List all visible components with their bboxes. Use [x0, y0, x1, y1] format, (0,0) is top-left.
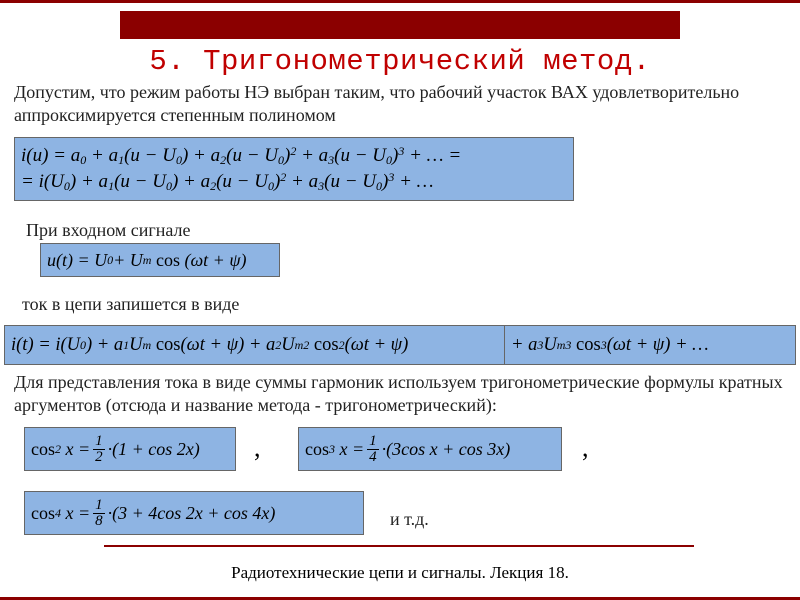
separator-comma: , [582, 433, 589, 463]
formula-polynomial: i(u) = a0 + a1(u − U0) + a2(u − U0)2 + a… [14, 137, 574, 201]
formula-cos4: cos4 x = 18 · (3 + 4cos 2x + cos 4x) [24, 491, 364, 535]
separator-comma: , [254, 433, 261, 463]
decorative-rule-bottom [104, 545, 694, 547]
decorative-band-top [120, 11, 680, 39]
formula-current-part2: + a3Um3 cos3(ωt + ψ) + … [504, 325, 796, 365]
slide: 5. Тригонометрический метод. Допустим, ч… [0, 0, 800, 600]
formula-current-part1: i(t) = i(U0) + a1Um cos(ωt + ψ) + a2Um2 … [4, 325, 504, 365]
footer-text: Радиотехнические цепи и сигналы. Лекция … [0, 563, 800, 583]
formula-polynomial-line1: i(u) = a0 + a1(u − U0) + a2(u − U0)2 + a… [21, 143, 461, 169]
current-label: ток в цепи запишется в виде [22, 293, 786, 316]
formula-cos2: cos2 x = 12 · (1 + cos 2x) [24, 427, 236, 471]
signal-label: При входном сигнале [26, 219, 786, 242]
formula-polynomial-line2: = i(U0) + a1(u − U0) + a2(u − U0)2 + a3(… [21, 169, 434, 195]
formula-cos3: cos3 x = 14 · (3cos x + cos 3x) [298, 427, 562, 471]
harmonics-paragraph: Для представления тока в виде суммы гарм… [14, 371, 786, 418]
etc-label: и т.д. [390, 508, 786, 531]
formula-input-signal: u(t) = U0 + Um cos (ωt + ψ) [40, 243, 280, 277]
slide-heading: 5. Тригонометрический метод. [0, 45, 800, 78]
intro-paragraph: Допустим, что режим работы НЭ выбран так… [14, 81, 786, 128]
